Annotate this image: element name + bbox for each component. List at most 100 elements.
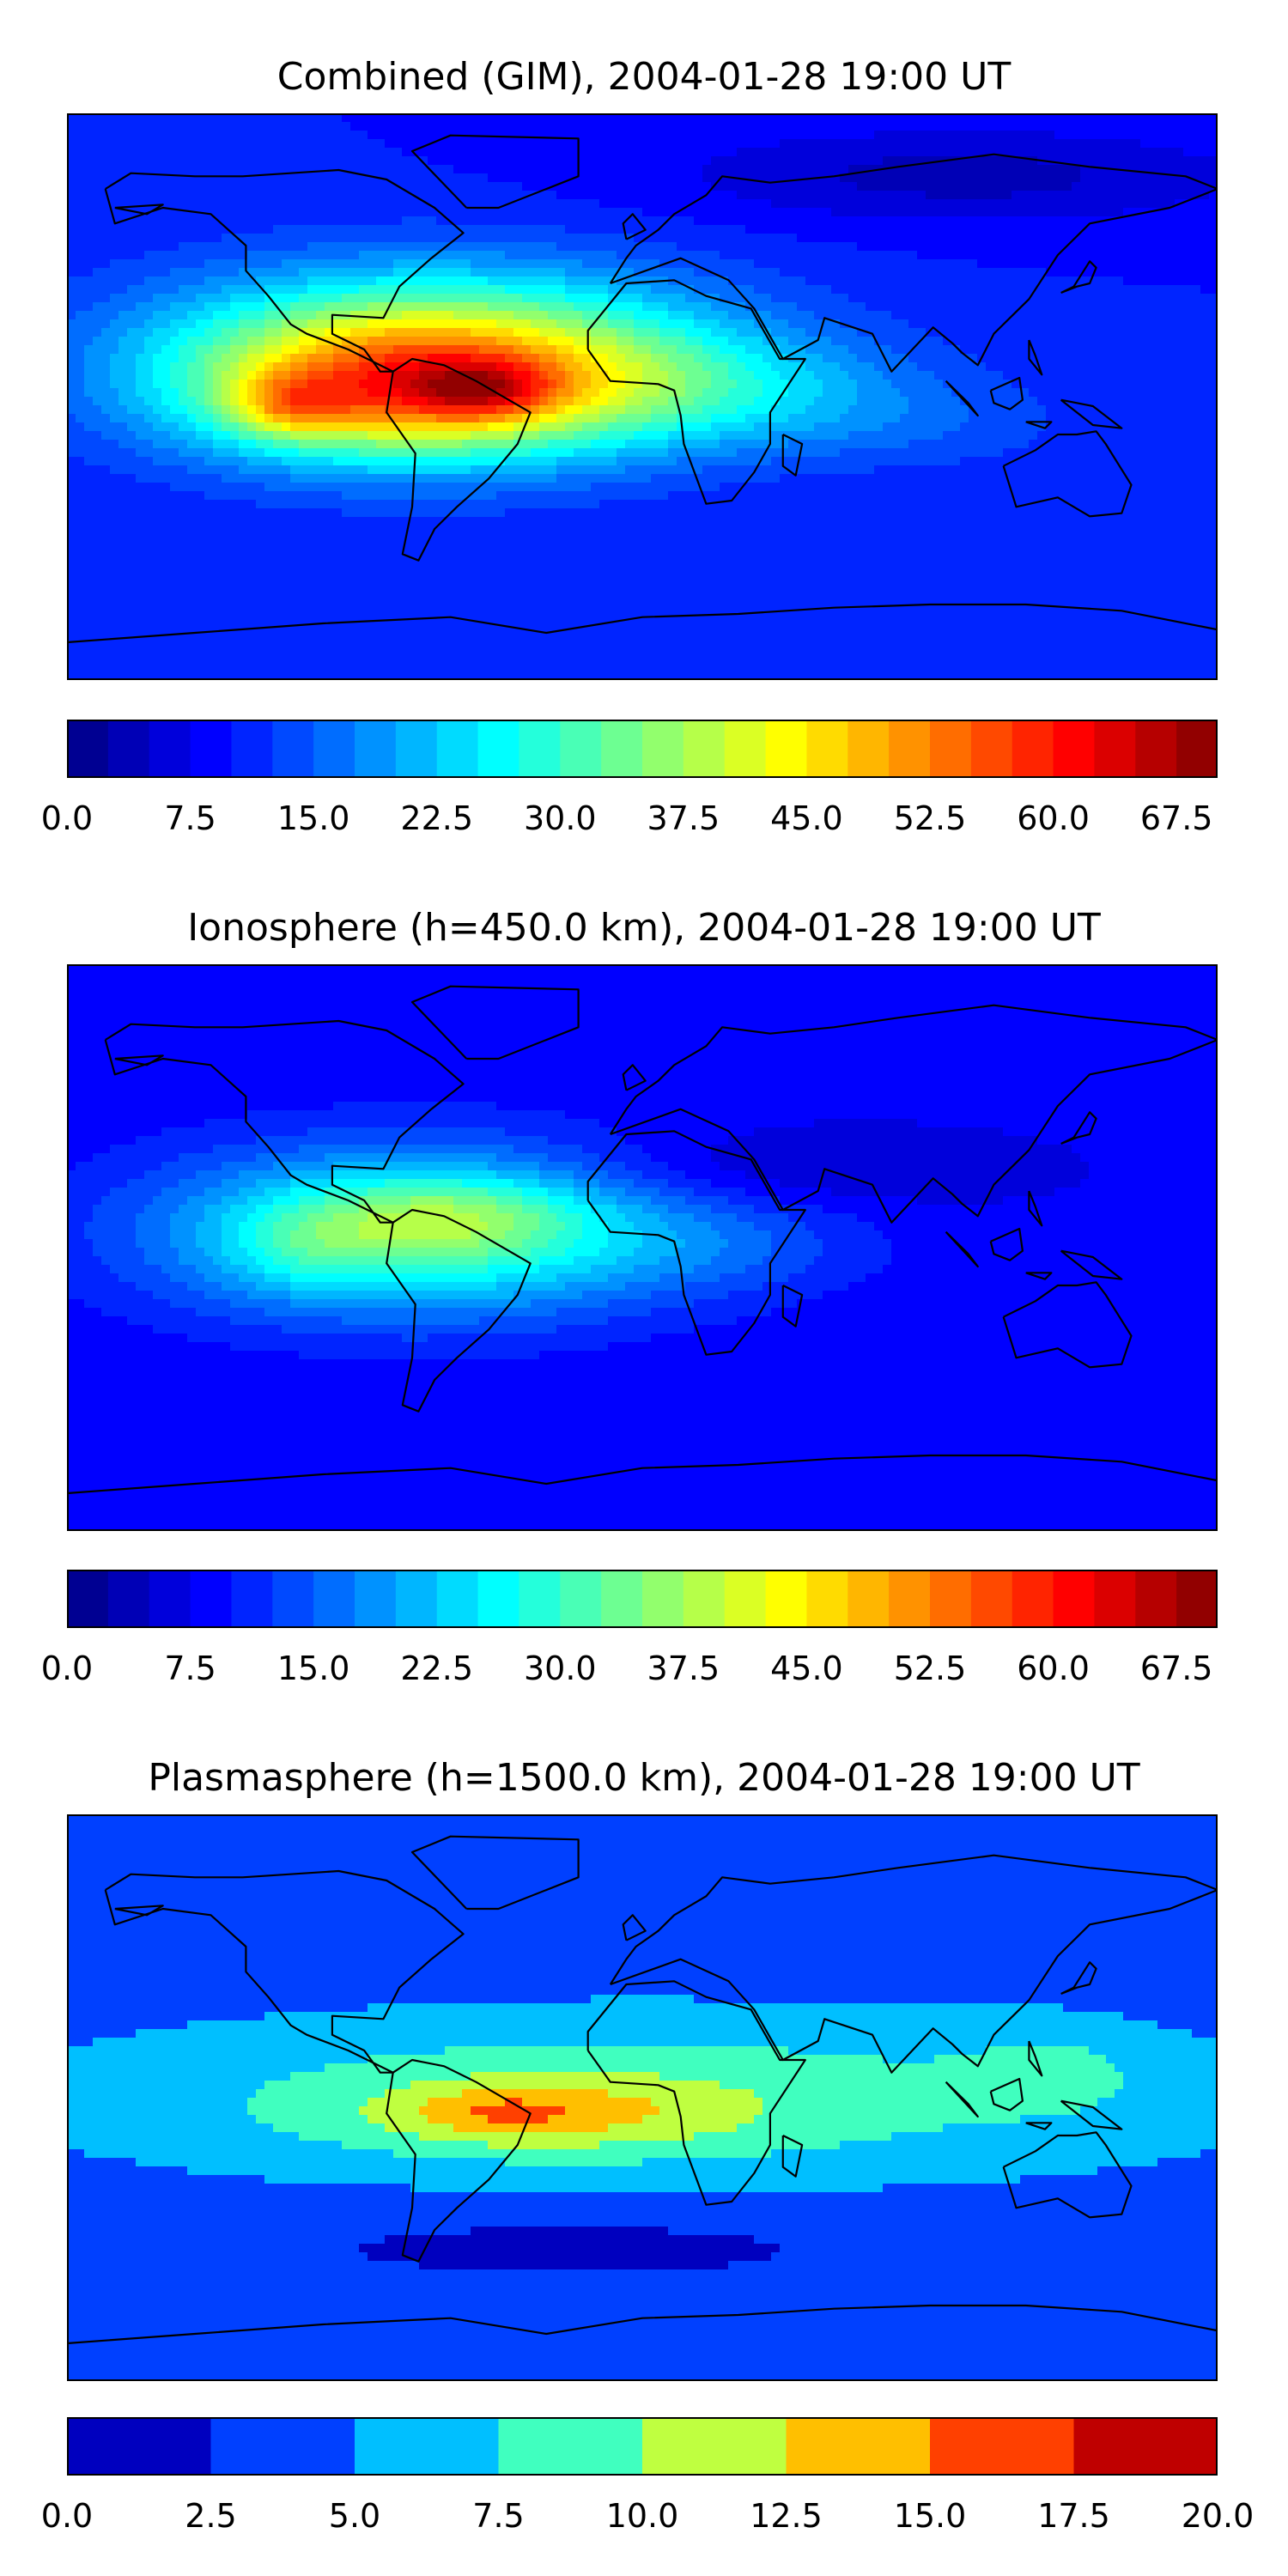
heatmap-cell [977, 156, 987, 166]
heatmap-cell [496, 251, 506, 260]
heatmap-cell [908, 354, 918, 363]
heatmap-cell [591, 131, 600, 140]
heatmap-cell [307, 216, 317, 226]
heatmap-cell [196, 148, 205, 157]
heatmap-cell [1029, 139, 1038, 149]
heatmap-cell [831, 405, 841, 415]
heatmap-cell [720, 354, 729, 363]
heatmap-cell [1003, 319, 1012, 329]
heatmap-cell [926, 362, 935, 372]
heatmap-cell [76, 139, 85, 149]
heatmap-cell [256, 319, 265, 329]
heatmap-cell [823, 113, 832, 123]
heatmap-cell [1157, 139, 1167, 149]
heatmap-cell [153, 182, 162, 191]
heatmap-cell [625, 354, 635, 363]
heatmap-cell [136, 354, 145, 363]
heatmap-cell [625, 380, 635, 389]
heatmap-cell [196, 139, 205, 149]
heatmap-cell [977, 380, 987, 389]
heatmap-cell [67, 285, 76, 295]
heatmap-cell [187, 242, 197, 252]
heatmap-cell [264, 337, 274, 346]
heatmap-cell [290, 354, 300, 363]
heatmap-cell [556, 165, 566, 174]
heatmap-cell [969, 182, 978, 191]
heatmap-cell [136, 251, 145, 260]
heatmap-cell [93, 319, 102, 329]
heatmap-cell [900, 191, 909, 200]
heatmap-cell [617, 311, 626, 320]
heatmap-cell [1192, 173, 1201, 183]
heatmap-cell [1037, 302, 1047, 312]
heatmap-cell [256, 268, 265, 277]
heatmap-cell [1149, 414, 1158, 423]
heatmap-cell [505, 216, 514, 226]
heatmap-cell [402, 319, 411, 329]
heatmap-cell [496, 191, 506, 200]
heatmap-cell [591, 302, 600, 312]
heatmap-cell [565, 234, 574, 243]
heatmap-cell [1072, 225, 1081, 234]
heatmap-cell [144, 225, 154, 234]
heatmap-cell [393, 380, 403, 389]
heatmap-cell [711, 242, 720, 252]
heatmap-cell [651, 208, 660, 217]
heatmap-cell [462, 311, 471, 320]
heatmap-cell [1080, 345, 1090, 355]
heatmap-cell [1054, 388, 1064, 398]
heatmap-cell [453, 397, 463, 406]
heatmap-cell [1097, 388, 1107, 398]
heatmap-cell [531, 294, 540, 303]
heatmap-cell [410, 199, 420, 209]
heatmap-cell [1157, 285, 1167, 295]
heatmap-cell [93, 285, 102, 295]
heatmap-cell [462, 285, 471, 295]
heatmap-cell [316, 405, 325, 415]
heatmap-cell [668, 139, 677, 149]
heatmap-cell [222, 362, 231, 372]
heatmap-cell [247, 422, 257, 432]
heatmap-cell [1106, 285, 1115, 295]
heatmap-cell [943, 173, 952, 183]
heatmap-cell [1046, 199, 1055, 209]
heatmap-cell [574, 259, 583, 269]
heatmap-cell [307, 414, 317, 423]
heatmap-cell [900, 234, 909, 243]
heatmap-cell [745, 311, 755, 320]
heatmap-cell [385, 242, 394, 252]
heatmap-cell [891, 259, 901, 269]
heatmap-cell [720, 371, 729, 380]
heatmap-cell [462, 362, 471, 372]
heatmap-cell [1063, 242, 1072, 252]
heatmap-cell [76, 122, 85, 131]
heatmap-cell [273, 268, 283, 277]
heatmap-cell [204, 165, 214, 174]
heatmap-cell [1046, 302, 1055, 312]
heatmap-cell [1123, 131, 1133, 140]
heatmap-cell [264, 388, 274, 398]
heatmap-cell [222, 113, 231, 123]
heatmap-cell [350, 397, 360, 406]
heatmap-cell [127, 294, 137, 303]
heatmap-cell [333, 354, 343, 363]
heatmap-cell [307, 431, 317, 440]
heatmap-cell [677, 242, 686, 252]
heatmap-cell [1140, 234, 1150, 243]
heatmap-cell [1149, 362, 1158, 372]
heatmap-cell [754, 319, 763, 329]
heatmap-cell [814, 319, 823, 329]
heatmap-cell [179, 156, 188, 166]
heatmap-cell [788, 337, 798, 346]
heatmap-cell [428, 173, 437, 183]
heatmap-cell [539, 371, 549, 380]
heatmap-cell [797, 182, 806, 191]
heatmap-cell [76, 405, 85, 415]
heatmap-cell [711, 328, 720, 337]
heatmap-cell [608, 388, 617, 398]
heatmap-cell [866, 285, 875, 295]
heatmap-cell [582, 234, 592, 243]
heatmap-cell [144, 285, 154, 295]
heatmap-cell [934, 276, 944, 286]
heatmap-cell [1115, 216, 1124, 226]
